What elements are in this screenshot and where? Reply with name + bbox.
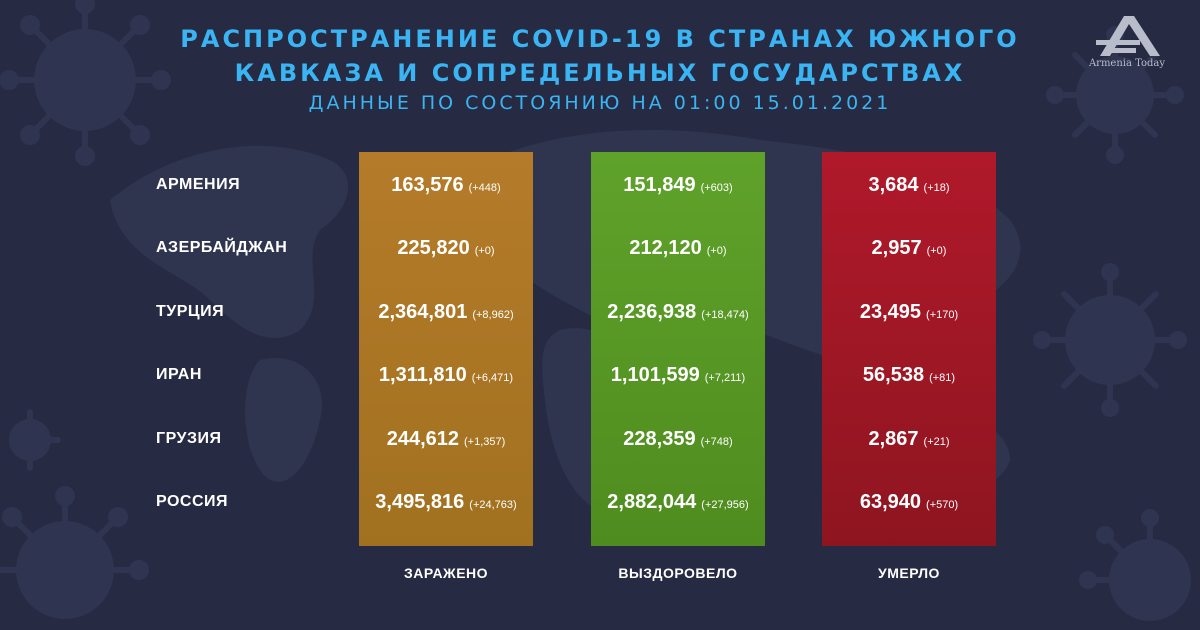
recovered-cell: 151,849 (+603) — [591, 174, 765, 197]
infected-cell: 244,612 (+1,357) — [359, 428, 533, 451]
infected-value: 1,311,810 — [378, 364, 467, 386]
column-label-infected: ЗАРАЖЕНО — [403, 565, 489, 581]
died-cell: 23,495 (+170) — [822, 301, 996, 324]
died-value: 56,538 — [862, 364, 925, 386]
infected-value: 225,820 — [397, 237, 470, 259]
died-value: 63,940 — [859, 491, 922, 513]
recovered-value: 151,849 — [623, 174, 696, 196]
infected-cell: 2,364,801 (+8,962) — [359, 301, 533, 324]
died-value: 2,957 — [871, 237, 922, 259]
died-value: 2,867 — [868, 428, 919, 450]
died-delta: (+81) — [929, 372, 956, 384]
died-column — [822, 152, 996, 546]
infected-value: 163,576 — [391, 174, 464, 196]
died-delta: (+170) — [926, 309, 959, 321]
recovered-cell: 2,236,938 (+18,474) — [591, 301, 765, 324]
died-cell: 2,867 (+21) — [822, 428, 996, 451]
title-line-2: КАВКАЗА И СОПРЕДЕЛЬНЫХ ГОСУДАРСТВАХ — [234, 59, 966, 87]
died-cell: 63,940 (+570) — [822, 491, 996, 514]
died-cell: 56,538 (+81) — [822, 364, 996, 387]
recovered-cell: 2,882,044 (+27,956) — [591, 491, 765, 514]
virus-particles — [0, 0, 1191, 621]
recovered-value: 212,120 — [629, 237, 702, 259]
column-label-recovered: ВЫЗДОРОВЕЛО — [618, 565, 738, 581]
died-value: 3,684 — [868, 174, 919, 196]
recovered-delta: (+0) — [706, 245, 727, 257]
infected-delta: (+448) — [468, 182, 501, 194]
died-delta: (+18) — [923, 182, 950, 194]
died-delta: (+21) — [923, 436, 950, 448]
recovered-value: 228,359 — [623, 428, 696, 450]
chart-subtitle: ДАННЫЕ ПО СОСТОЯНИЮ НА 01:00 15.01.2021 — [308, 92, 892, 114]
died-cell: 2,957 (+0) — [822, 237, 996, 260]
infected-cell: 225,820 (+0) — [359, 237, 533, 260]
recovered-cell: 228,359 (+748) — [591, 428, 765, 451]
title-line-1: РАСПРОСТРАНЕНИЕ COVID-19 В СТРАНАХ ЮЖНОГ… — [180, 25, 1020, 53]
infected-delta: (+1,357) — [464, 436, 506, 448]
infected-delta: (+0) — [474, 245, 495, 257]
country-label: РОССИЯ — [156, 493, 229, 510]
recovered-cell: 212,120 (+0) — [591, 237, 765, 260]
country-label: АРМЕНИЯ — [156, 176, 241, 193]
armenia-today-logo — [1096, 16, 1160, 56]
recovered-value: 1,101,599 — [610, 364, 700, 386]
died-value: 23,495 — [859, 301, 922, 323]
infected-cell: 1,311,810 (+6,471) — [359, 364, 533, 387]
died-delta: (+0) — [926, 245, 947, 257]
infected-value: 2,364,801 — [378, 301, 468, 323]
recovered-delta: (+18,474) — [701, 309, 749, 321]
infected-cell: 163,576 (+448) — [359, 174, 533, 197]
recovered-delta: (+27,956) — [701, 499, 749, 511]
infected-value: 3,495,816 — [375, 491, 465, 513]
recovered-delta: (+603) — [700, 182, 733, 194]
recovered-column — [591, 152, 765, 546]
recovered-cell: 1,101,599 (+7,211) — [591, 364, 765, 387]
infected-delta: (+6,471) — [471, 372, 514, 384]
chart-title: РАСПРОСТРАНЕНИЕ COVID-19 В СТРАНАХ ЮЖНОГ… — [0, 22, 1200, 90]
infected-column — [359, 152, 533, 546]
infected-cell: 3,495,816 (+24,763) — [359, 491, 533, 514]
infected-value: 244,612 — [386, 428, 459, 450]
country-label: АЗЕРБАЙДЖАН — [156, 239, 288, 256]
recovered-value: 2,236,938 — [607, 301, 697, 323]
column-label-died: УМЕРЛО — [878, 565, 940, 581]
logo-wordmark: Armenia Today — [1088, 58, 1166, 69]
infected-delta: (+8,962) — [472, 309, 514, 321]
country-label: ИРАН — [156, 366, 202, 383]
recovered-delta: (+748) — [700, 436, 733, 448]
recovered-delta: (+7,211) — [704, 372, 746, 384]
country-label: ТУРЦИЯ — [156, 303, 225, 320]
died-cell: 3,684 (+18) — [822, 174, 996, 197]
recovered-value: 2,882,044 — [607, 491, 697, 513]
infected-delta: (+24,763) — [469, 499, 517, 511]
died-delta: (+570) — [926, 499, 959, 511]
country-label: ГРУЗИЯ — [156, 430, 222, 447]
